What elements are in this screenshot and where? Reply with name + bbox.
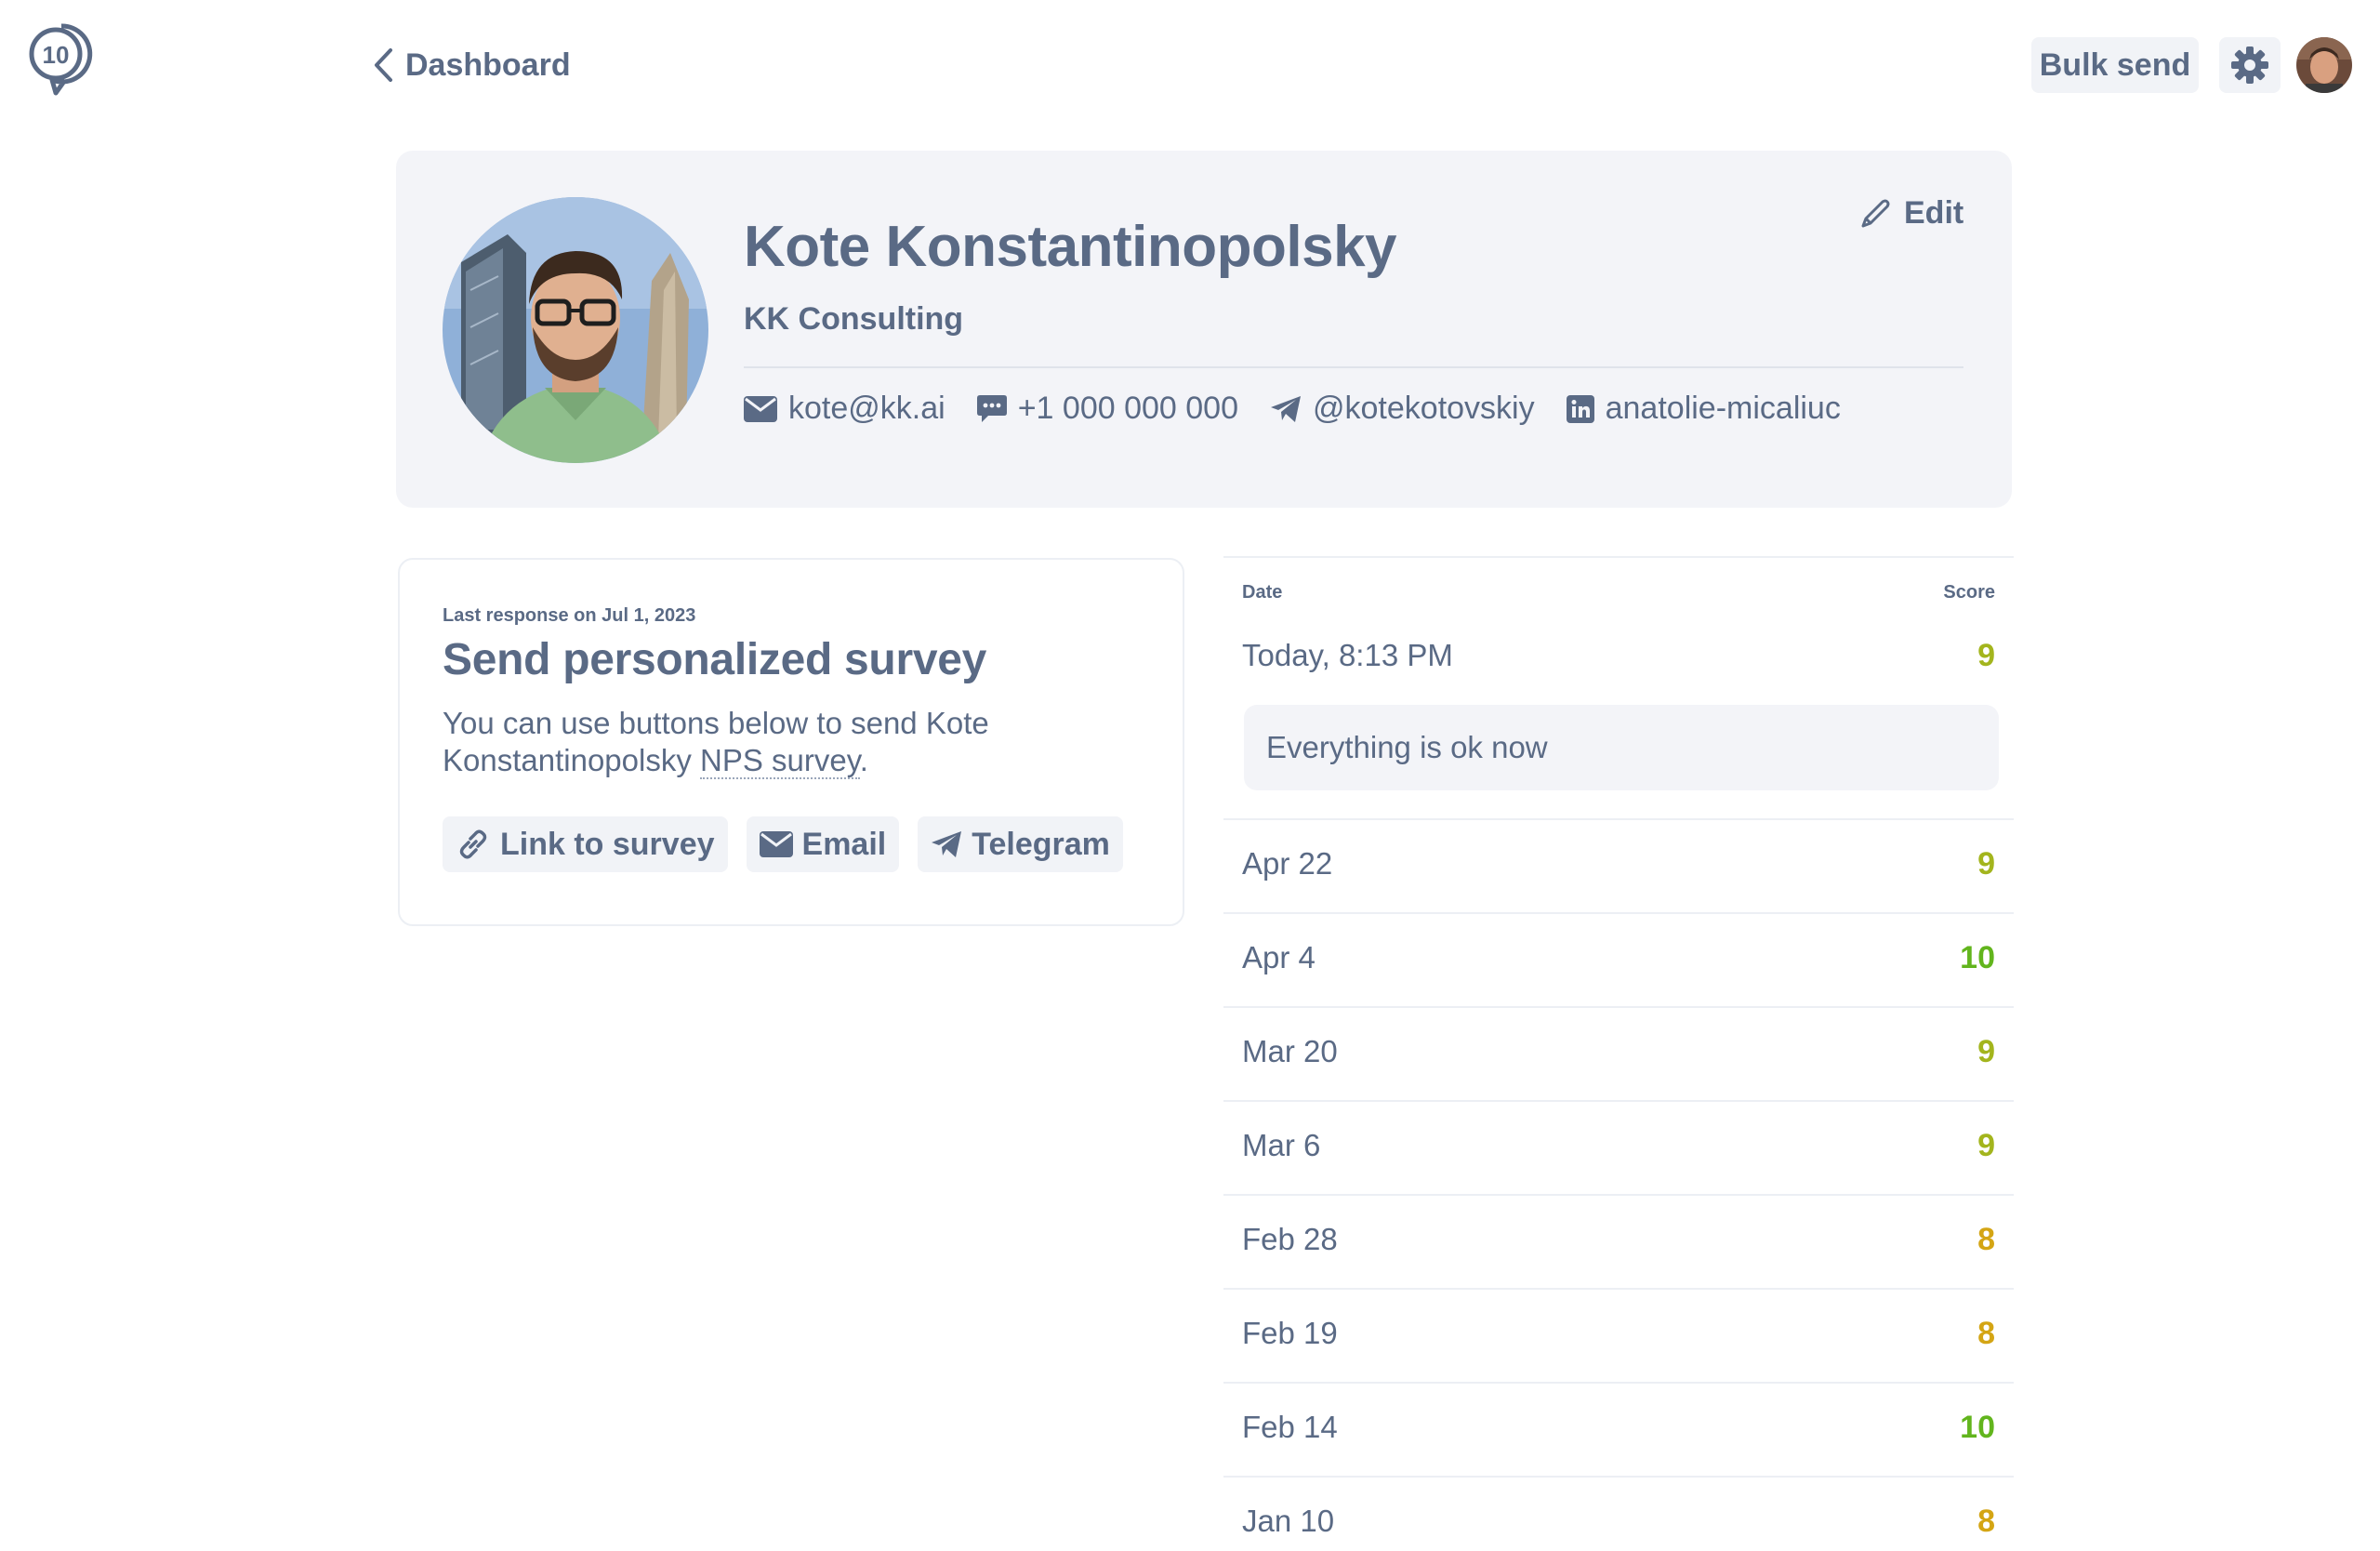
response-date: Feb 14 bbox=[1242, 1410, 1338, 1444]
response-date: Feb 28 bbox=[1242, 1222, 1338, 1256]
row-divider bbox=[1223, 1006, 2014, 1008]
edit-profile-button[interactable]: Edit bbox=[1859, 195, 1964, 232]
column-header-date: Date bbox=[1242, 582, 1283, 603]
envelope-icon bbox=[744, 395, 777, 422]
contact-linkedin[interactable]: anatolie-micaliuc bbox=[1566, 391, 1841, 427]
row-divider bbox=[1223, 1100, 2014, 1102]
response-date: Mar 20 bbox=[1242, 1034, 1338, 1068]
survey-title: Send personalized survey bbox=[443, 635, 987, 684]
contact-email-value: kote@kk.ai bbox=[788, 391, 945, 426]
sms-icon bbox=[976, 394, 1007, 422]
telegram-icon bbox=[1271, 395, 1301, 422]
back-label: Dashboard bbox=[405, 46, 571, 83]
nps-survey-link[interactable]: NPS survey bbox=[700, 743, 860, 779]
profile-photo bbox=[443, 197, 708, 463]
contact-details: kote@kk.ai +1 000 000 000 @kotekotovskiy… bbox=[744, 391, 1841, 427]
contact-phone[interactable]: +1 000 000 000 bbox=[976, 391, 1238, 427]
row-divider bbox=[1223, 912, 2014, 914]
response-score: 8 bbox=[1977, 1504, 1995, 1539]
envelope-icon bbox=[759, 831, 793, 857]
contact-phone-value: +1 000 000 000 bbox=[1017, 391, 1238, 426]
response-date: Apr 22 bbox=[1242, 846, 1333, 881]
response-date: Mar 6 bbox=[1242, 1128, 1321, 1162]
contact-name: Kote Konstantinopolsky bbox=[744, 215, 1397, 279]
row-divider bbox=[1223, 1476, 2014, 1478]
response-score: 10 bbox=[1960, 1410, 1995, 1445]
contact-linkedin-value: anatolie-micaliuc bbox=[1605, 391, 1841, 426]
response-score: 8 bbox=[1977, 1222, 1995, 1257]
app-logo[interactable]: 10 bbox=[24, 22, 99, 97]
response-date: Today, 8:13 PM bbox=[1242, 638, 1453, 672]
response-score: 9 bbox=[1977, 1034, 1995, 1069]
send-telegram-label: Telegram bbox=[972, 826, 1110, 862]
response-comment: Everything is ok now bbox=[1244, 705, 1999, 790]
edit-label: Edit bbox=[1904, 195, 1964, 231]
response-date: Feb 19 bbox=[1242, 1316, 1338, 1350]
profile-divider bbox=[744, 366, 1964, 368]
row-divider bbox=[1223, 1382, 2014, 1384]
linkedin-icon bbox=[1566, 394, 1594, 423]
survey-description: You can use buttons below to send Kote K… bbox=[443, 705, 1130, 779]
send-email-label: Email bbox=[801, 826, 887, 862]
contact-telegram-value: @kotekotovskiy bbox=[1313, 391, 1535, 426]
survey-desc-end: . bbox=[859, 743, 868, 777]
contact-company: KK Consulting bbox=[744, 301, 964, 337]
row-divider bbox=[1223, 1288, 2014, 1290]
chevron-left-icon bbox=[375, 48, 392, 82]
response-date: Apr 4 bbox=[1242, 940, 1316, 974]
response-score: 10 bbox=[1960, 940, 1995, 975]
survey-desc-text: You can use buttons below to send Kote K… bbox=[443, 706, 989, 777]
bulk-send-button[interactable]: Bulk send bbox=[2031, 37, 2199, 93]
link-icon bbox=[459, 829, 487, 859]
last-response-text: Last response on Jul 1, 2023 bbox=[443, 605, 696, 626]
link-to-survey-button[interactable]: Link to survey bbox=[443, 816, 728, 872]
contact-email[interactable]: kote@kk.ai bbox=[744, 391, 945, 427]
telegram-icon bbox=[932, 831, 962, 857]
response-score: 8 bbox=[1977, 1316, 1995, 1351]
pen-icon bbox=[1861, 199, 1890, 227]
back-to-dashboard-link[interactable]: Dashboard bbox=[372, 45, 571, 86]
row-divider bbox=[1223, 1194, 2014, 1196]
row-divider bbox=[1223, 818, 2014, 820]
response-score: 9 bbox=[1977, 846, 1995, 882]
link-to-survey-label: Link to survey bbox=[500, 826, 715, 862]
user-avatar[interactable] bbox=[2296, 37, 2352, 93]
survey-send-buttons: Link to survey Email Telegram bbox=[443, 816, 1123, 872]
table-top-border bbox=[1223, 556, 2014, 558]
settings-button[interactable] bbox=[2219, 37, 2281, 93]
contact-telegram[interactable]: @kotekotovskiy bbox=[1270, 391, 1535, 427]
send-email-button[interactable]: Email bbox=[746, 816, 900, 872]
gear-icon bbox=[2231, 46, 2268, 84]
column-header-score: Score bbox=[1943, 582, 1995, 603]
response-date: Jan 10 bbox=[1242, 1504, 1335, 1538]
svg-text:10: 10 bbox=[43, 41, 70, 69]
send-telegram-button[interactable]: Telegram bbox=[918, 816, 1123, 872]
response-score: 9 bbox=[1977, 638, 1995, 673]
response-score: 9 bbox=[1977, 1128, 1995, 1163]
